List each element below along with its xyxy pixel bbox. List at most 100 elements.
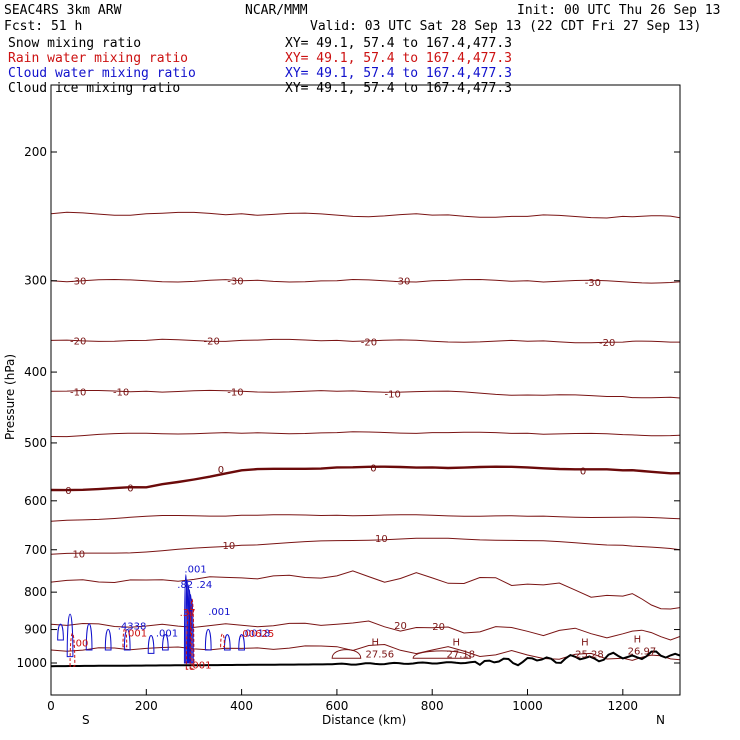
y-axis-label: Pressure (hPa)	[3, 354, 17, 440]
x-tick-label: 600	[325, 699, 348, 713]
y-tick-label: 200	[24, 145, 47, 159]
north-endpoint-label: N	[656, 713, 665, 727]
hydrometeor-label: .001	[208, 607, 230, 618]
y-tick-label: 900	[24, 623, 47, 637]
y-tick-label: 600	[24, 494, 47, 508]
cloud-water-contour	[147, 634, 155, 654]
contour-label: -30	[70, 277, 86, 288]
valid-time: Valid: 03 UTC Sat 28 Sep 13 (22 CDT Fri …	[310, 19, 701, 34]
contour-label: 20	[432, 622, 445, 633]
contour-label: -10	[70, 387, 86, 398]
y-tick-label: 700	[24, 543, 47, 557]
cloud-water-contour	[223, 634, 231, 651]
max-value-label: 25.28	[575, 650, 604, 661]
contour-label: 10	[375, 534, 388, 545]
hydrometeor-label: .001	[156, 629, 178, 640]
hydrometeor-label: .24	[196, 580, 212, 591]
legend-field-name: Snow mixing ratio	[8, 36, 141, 51]
contour-label: 0	[127, 483, 133, 494]
temperature-contour	[51, 465, 680, 492]
contour-label: -20	[599, 338, 615, 349]
rain-contour	[189, 598, 195, 670]
legend-field-xy: XY= 49.1, 57.4 to 167.4,477.3	[285, 66, 512, 81]
south-endpoint-label: S	[82, 713, 90, 727]
x-tick-label: 200	[135, 699, 158, 713]
hydrometeor-label: .82	[177, 580, 193, 591]
contour-label: -10	[385, 390, 401, 401]
max-marker: H	[634, 634, 642, 645]
contour-label: 20	[394, 621, 407, 632]
legend-field-xy: XY= 49.1, 57.4 to 167.4,477.3	[285, 81, 512, 96]
contour-label: -30	[394, 277, 410, 288]
legend-field-name: Cloud water mixing ratio	[8, 66, 196, 81]
contour-label: -20	[70, 336, 86, 347]
x-tick-label: 1200	[608, 699, 639, 713]
temperature-max-contour	[412, 650, 471, 659]
x-tick-label: 400	[230, 699, 253, 713]
contour-label: -30	[227, 277, 243, 288]
max-value-label: 26.97	[628, 646, 657, 657]
rain-contour	[122, 627, 128, 648]
max-value-label: 27.56	[366, 650, 395, 661]
contour-label: 0	[65, 486, 71, 497]
cloud-water-contour	[188, 593, 193, 664]
y-tick-label: 800	[24, 585, 47, 599]
field-legend: Snow mixing ratio XY= 49.1, 57.4 to 167.4…	[8, 36, 512, 96]
hydrometeor-label: .4338	[118, 622, 147, 633]
contour-label: -20	[361, 337, 377, 348]
cloud-water-contour	[57, 623, 64, 641]
contour-label: 0	[218, 465, 224, 476]
rain-contour	[220, 633, 225, 648]
x-tick-label: 1000	[512, 699, 543, 713]
x-axis-label: Distance (km)	[322, 713, 406, 727]
temperature-contour	[51, 431, 680, 438]
hydrometeor-label: .0018	[242, 629, 271, 640]
plot-area: -78.04-76.82-76.13-79.01-30-30-30-30-20-…	[51, 211, 680, 672]
hydrometeor-label: .00	[72, 639, 88, 650]
hydrometeor-label: .001	[189, 661, 211, 672]
terrain-line	[51, 650, 680, 668]
hydrometeor-label: .37	[180, 608, 196, 619]
y-tick-label: 500	[24, 436, 47, 450]
plot-layer	[51, 211, 680, 670]
org-title: NCAR/MMM	[245, 3, 308, 18]
cloud-water-contour	[238, 634, 245, 651]
model-title: SEAC4RS 3km ARW	[4, 3, 122, 18]
legend-field-xy: XY= 49.1, 57.4 to 167.4,477.3	[285, 51, 512, 66]
contour-label: 10	[72, 549, 85, 560]
cloud-water-contour	[104, 628, 112, 651]
contour-label: 0	[580, 466, 586, 477]
temperature-max-contour	[331, 649, 362, 659]
hydrometeor-label: .001	[125, 629, 147, 640]
legend-field-name: Cloud ice mixing ratio	[8, 81, 180, 96]
cloud-water-contour	[162, 634, 169, 651]
y-tick-label: 400	[24, 365, 47, 379]
rain-contour	[185, 611, 193, 670]
max-marker: H	[453, 638, 461, 649]
contour-label: -30	[585, 278, 601, 289]
max-marker: H	[581, 638, 589, 649]
temperature-contour	[51, 514, 680, 522]
hydrometeor-label: .001	[184, 565, 206, 576]
max-marker: H	[372, 638, 380, 649]
contour-labels: -78.04-76.82-76.13-79.01-30-30-30-30-20-…	[65, 277, 657, 672]
contour-label: -10	[113, 387, 129, 398]
legend-field-name: Rain water mixing ratio	[8, 51, 188, 66]
forecast-hour: Fcst: 51 h	[4, 19, 82, 34]
temperature-contour	[51, 570, 680, 610]
x-tick-label: 0	[47, 699, 55, 713]
init-time: Init: 00 UTC Thu 26 Sep 13	[517, 3, 721, 18]
contour-label: -10	[227, 387, 243, 398]
cloud-water-contour	[123, 628, 131, 651]
temperature-contour	[51, 278, 680, 284]
contour-label: 0	[370, 463, 376, 474]
cloud-water-contour	[85, 623, 93, 651]
temperature-contour	[51, 211, 680, 219]
max-value-label: 27.18	[447, 650, 476, 661]
cloud-water-contour	[204, 628, 212, 651]
y-tick-label: 300	[24, 274, 47, 288]
temperature-contour	[51, 338, 680, 344]
y-tick-label: 1000	[16, 656, 47, 670]
